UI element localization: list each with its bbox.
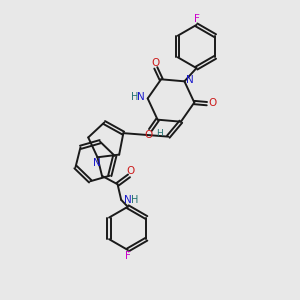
- Text: O: O: [126, 166, 135, 176]
- Text: H: H: [157, 128, 163, 137]
- Text: O: O: [151, 58, 159, 68]
- Text: H: H: [131, 196, 138, 206]
- Text: F: F: [125, 251, 131, 261]
- Text: N: N: [124, 196, 132, 206]
- Text: H: H: [131, 92, 139, 102]
- Text: O: O: [145, 130, 153, 140]
- Text: N: N: [137, 92, 145, 102]
- Text: F: F: [194, 14, 200, 24]
- Text: N: N: [186, 75, 194, 85]
- Text: N: N: [93, 158, 101, 168]
- Text: O: O: [208, 98, 216, 108]
